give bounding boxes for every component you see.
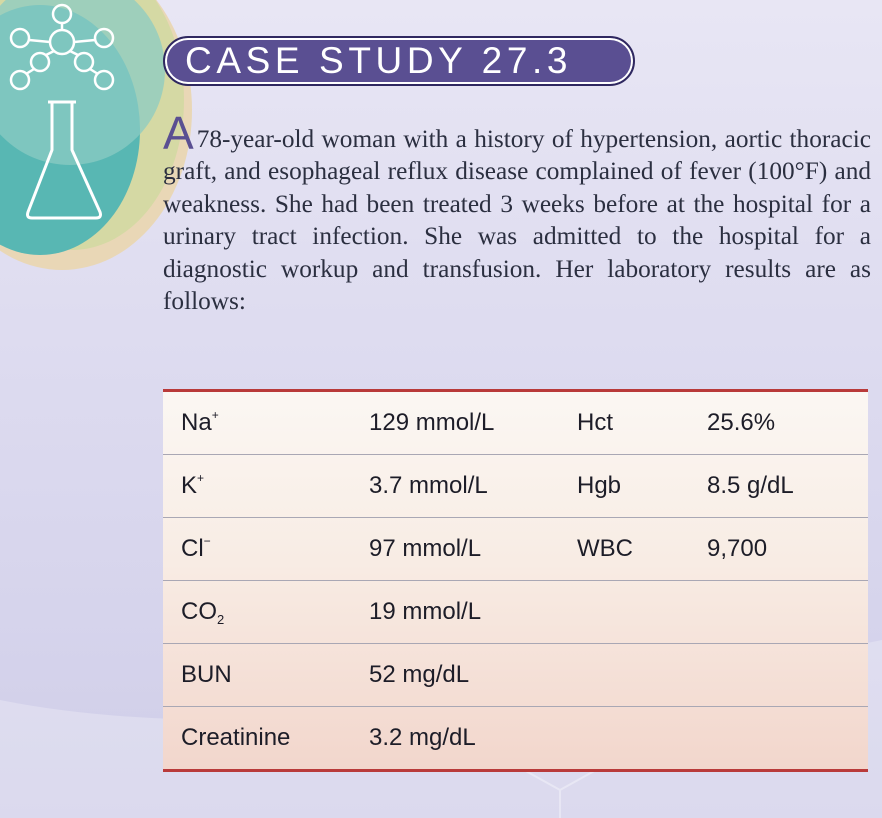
table-row: BUN 52 mg/dL: [163, 643, 868, 707]
subscript: 2: [217, 612, 225, 627]
empty-cell: [707, 580, 868, 644]
empty-cell: [707, 706, 868, 771]
case-study-header: CASE STUDY 27.3: [163, 36, 635, 86]
table-row: CO2 19 mmol/L: [163, 580, 868, 644]
lab-results-table: Na+ 129 mmol/L Hct 25.6% K+ 3.7 mmol/L H…: [163, 389, 868, 772]
value-cell: 19 mmol/L: [369, 580, 577, 644]
empty-cell: [577, 580, 707, 644]
analyte-name: CO: [181, 598, 217, 625]
value-cell: 52 mg/dL: [369, 643, 577, 707]
case-description: A 78-year-old woman with a history of hyp…: [163, 110, 871, 317]
analyte-cell: Cl−: [163, 517, 369, 581]
analyte-cell: CO2: [163, 580, 369, 644]
empty-cell: [577, 643, 707, 707]
table-row: K+ 3.7 mmol/L Hgb 8.5 g/dL: [163, 454, 868, 518]
value2-cell: 9,700: [707, 517, 868, 581]
analyte-cell: K+: [163, 454, 369, 518]
analyte2-cell: Hct: [577, 409, 613, 436]
case-study-title: CASE STUDY 27.3: [185, 40, 573, 81]
analyte2-cell: Hgb: [577, 454, 707, 518]
value-cell: 129 mmol/L: [369, 409, 495, 436]
analyte-cell: BUN: [163, 643, 369, 707]
analyte-cell: Na+: [163, 391, 369, 455]
empty-cell: [577, 706, 707, 771]
empty-cell: [707, 643, 868, 707]
molecule-icon: [9, 3, 115, 91]
analyte2-cell: WBC: [577, 517, 707, 581]
value2-cell: 25.6%: [707, 409, 776, 436]
table-row: Cl− 97 mmol/L WBC 9,700: [163, 517, 868, 581]
analyte-cell: Creatinine: [163, 706, 369, 771]
value2-cell: 8.5 g/dL: [707, 454, 868, 518]
analyte-name: Cl: [181, 535, 204, 562]
case-body: 78-year-old woman with a history of hype…: [163, 125, 871, 316]
drop-cap: A: [163, 107, 194, 159]
ion-charge: +: [197, 471, 205, 485]
flask-icon: [26, 100, 102, 220]
table-row: Creatinine 3.2 mg/dL: [163, 706, 868, 771]
ion-charge: −: [203, 534, 211, 548]
value-cell: 3.7 mmol/L: [369, 454, 577, 518]
value-cell: 3.2 mg/dL: [369, 706, 577, 771]
ion-charge: +: [211, 408, 219, 422]
table-row: Na+ 129 mmol/L Hct 25.6%: [163, 391, 868, 455]
analyte-name: Na: [181, 409, 212, 436]
value-cell: 97 mmol/L: [369, 517, 577, 581]
analyte-name: K: [181, 472, 198, 499]
